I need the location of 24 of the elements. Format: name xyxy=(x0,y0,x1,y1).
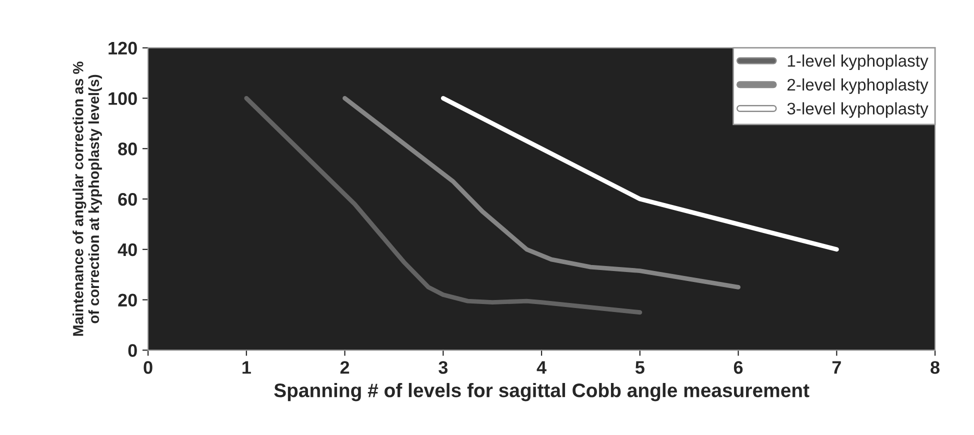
y-axis-title: Maintenance of angular correction as % of correction at kyphoplasty level(s) xyxy=(72,62,102,336)
y-tick-label: 60 xyxy=(118,192,137,206)
legend-label: 2-level kyphoplasty xyxy=(787,78,928,94)
line-series xyxy=(342,96,741,290)
y-tick-label: 0 xyxy=(128,344,137,357)
y-tick-label: 20 xyxy=(118,294,137,307)
x-tick-label: 1 xyxy=(242,361,251,374)
legend-label: 3-level kyphoplasty xyxy=(787,102,928,118)
line-series xyxy=(440,96,839,252)
x-tick-label: 7 xyxy=(832,361,841,374)
x-tick-label: 4 xyxy=(536,361,546,374)
y-tick-label: 40 xyxy=(118,243,137,256)
x-tick-label: 8 xyxy=(930,361,940,374)
y-tick-label: 100 xyxy=(108,92,137,105)
x-tick-label: 0 xyxy=(144,361,152,374)
x-axis-title: Spanning # of levels for sagittal Cobb angle measurement xyxy=(274,382,810,402)
y-tick-label: 80 xyxy=(118,142,137,156)
x-tick-label: 5 xyxy=(635,361,644,374)
x-tick-label: 6 xyxy=(734,361,743,374)
line-series xyxy=(244,96,642,315)
y-tick-label: 120 xyxy=(108,42,137,55)
legend-label: 1-level kyphoplasty xyxy=(788,54,928,70)
x-tick-label: 2 xyxy=(340,361,350,374)
x-tick-label: 3 xyxy=(438,361,448,374)
